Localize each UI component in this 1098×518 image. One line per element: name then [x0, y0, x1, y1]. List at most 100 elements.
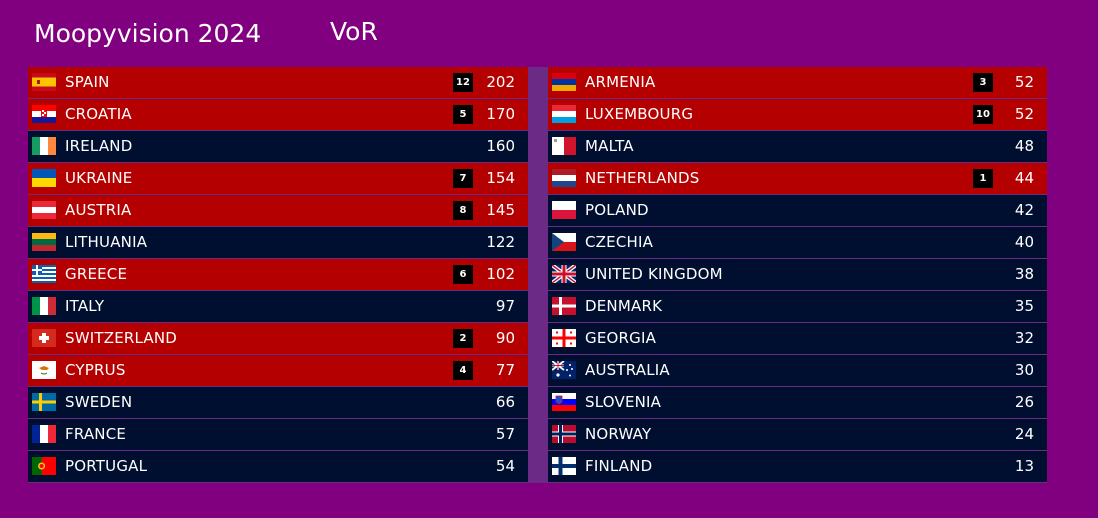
total-score: 77: [495, 361, 515, 379]
scoreboard-right-column: ARMENIA 3 52 LUXEMBOURG 10 52 MALTA 48 NETHERLAN…: [548, 67, 1047, 483]
scoreboard-row-georgia: GEORGIA 32: [548, 323, 1047, 354]
ireland-flag-icon: [32, 137, 56, 155]
points-awarded-badge: 5: [453, 105, 473, 124]
scoreboard-row-czechia: CZECHIA 40: [548, 227, 1047, 258]
united-kingdom-flag-icon: [552, 265, 576, 283]
denmark-flag-icon: [552, 297, 576, 315]
scoreboard-row-switzerland: SWITZERLAND 2 90: [28, 323, 528, 354]
country-name: NORWAY: [585, 425, 652, 443]
scoreboard-row-greece: GREECE 6 102: [28, 259, 528, 290]
scoreboard-row-france: FRANCE 57: [28, 419, 528, 450]
country-name: ITALY: [65, 297, 105, 315]
scoreboard-row-malta: MALTA 48: [548, 131, 1047, 162]
country-name: SPAIN: [65, 73, 110, 91]
scoreboard-row-portugal: PORTUGAL 54: [28, 451, 528, 482]
sweden-flag-icon: [32, 393, 56, 411]
total-score: 24: [1014, 425, 1034, 443]
country-name: ARMENIA: [585, 73, 656, 91]
scoreboard-row-slovenia: SLOVENIA 26: [548, 387, 1047, 418]
scoreboard-left-column: SPAIN 12 202 CROATIA 5 170 IRELAND 160 UKRAINE 7 1…: [28, 67, 528, 483]
country-name: DENMARK: [585, 297, 663, 315]
scoreboard-row-norway: NORWAY 24: [548, 419, 1047, 450]
australia-flag-icon: [552, 361, 576, 379]
total-score: 26: [1014, 393, 1034, 411]
scoreboard-row-armenia: ARMENIA 3 52: [548, 67, 1047, 98]
poland-flag-icon: [552, 201, 576, 219]
points-awarded-badge: 3: [973, 73, 993, 92]
scoreboard-row-denmark: DENMARK 35: [548, 291, 1047, 322]
points-awarded-badge: 4: [453, 361, 473, 380]
total-score: 52: [1014, 73, 1034, 91]
armenia-flag-icon: [552, 73, 576, 91]
spain-flag-icon: [32, 73, 56, 91]
total-score: 32: [1014, 329, 1034, 347]
country-name: FINLAND: [585, 457, 653, 475]
scoreboard-row-austria: AUSTRIA 8 145: [28, 195, 528, 226]
croatia-flag-icon: [32, 105, 56, 123]
total-score: 48: [1014, 137, 1034, 155]
total-score: 42: [1014, 201, 1034, 219]
switzerland-flag-icon: [32, 329, 56, 347]
country-name: SWITZERLAND: [65, 329, 178, 347]
total-score: 52: [1014, 105, 1034, 123]
total-score: 30: [1014, 361, 1034, 379]
scoreboard-row-finland: FINLAND 13: [548, 451, 1047, 482]
country-name: LUXEMBOURG: [585, 105, 694, 123]
scoreboard: SPAIN 12 202 CROATIA 5 170 IRELAND 160 UKRAINE 7 1…: [28, 67, 1047, 483]
scoreboard-row-lithuania: LITHUANIA 122: [28, 227, 528, 258]
scoreboard-row-italy: ITALY 97: [28, 291, 528, 322]
total-score: 40: [1014, 233, 1034, 251]
country-name: CYPRUS: [65, 361, 126, 379]
country-name: AUSTRIA: [65, 201, 132, 219]
country-name: CROATIA: [65, 105, 132, 123]
total-score: 44: [1014, 169, 1034, 187]
country-name: GREECE: [65, 265, 128, 283]
norway-flag-icon: [552, 425, 576, 443]
country-name: LITHUANIA: [65, 233, 148, 251]
total-score: 35: [1014, 297, 1034, 315]
scoreboard-row-netherlands: NETHERLANDS 1 44: [548, 163, 1047, 194]
country-name: UKRAINE: [65, 169, 133, 187]
country-name: SLOVENIA: [585, 393, 662, 411]
points-awarded-badge: 1: [973, 169, 993, 188]
netherlands-flag-icon: [552, 169, 576, 187]
luxembourg-flag-icon: [552, 105, 576, 123]
malta-flag-icon: [552, 137, 576, 155]
total-score: 97: [495, 297, 515, 315]
country-name: PORTUGAL: [65, 457, 148, 475]
scoreboard-row-cyprus: CYPRUS 4 77: [28, 355, 528, 386]
total-score: 102: [486, 265, 515, 283]
austria-flag-icon: [32, 201, 56, 219]
ukraine-flag-icon: [32, 169, 56, 187]
points-awarded-badge: 6: [453, 265, 473, 284]
cyprus-flag-icon: [32, 361, 56, 379]
scoreboard-row-ukraine: UKRAINE 7 154: [28, 163, 528, 194]
country-name: UNITED KINGDOM: [585, 265, 723, 283]
country-name: MALTA: [585, 137, 634, 155]
total-score: 154: [486, 169, 515, 187]
total-score: 57: [495, 425, 515, 443]
country-name: FRANCE: [65, 425, 127, 443]
page-subtitle: VoR: [330, 17, 378, 46]
scoreboard-row-spain: SPAIN 12 202: [28, 67, 528, 98]
lithuania-flag-icon: [32, 233, 56, 251]
total-score: 122: [486, 233, 515, 251]
czechia-flag-icon: [552, 233, 576, 251]
slovenia-flag-icon: [552, 393, 576, 411]
total-score: 38: [1014, 265, 1034, 283]
finland-flag-icon: [552, 457, 576, 475]
scoreboard-row-ireland: IRELAND 160: [28, 131, 528, 162]
total-score: 54: [495, 457, 515, 475]
scoreboard-row-sweden: SWEDEN 66: [28, 387, 528, 418]
country-name: NETHERLANDS: [585, 169, 700, 187]
points-awarded-badge: 2: [453, 329, 473, 348]
scoreboard-row-luxembourg: LUXEMBOURG 10 52: [548, 99, 1047, 130]
points-awarded-badge: 8: [453, 201, 473, 220]
points-awarded-badge: 10: [973, 105, 993, 124]
country-name: CZECHIA: [585, 233, 654, 251]
total-score: 13: [1014, 457, 1034, 475]
total-score: 145: [486, 201, 515, 219]
total-score: 160: [486, 137, 515, 155]
greece-flag-icon: [32, 265, 56, 283]
country-name: GEORGIA: [585, 329, 657, 347]
